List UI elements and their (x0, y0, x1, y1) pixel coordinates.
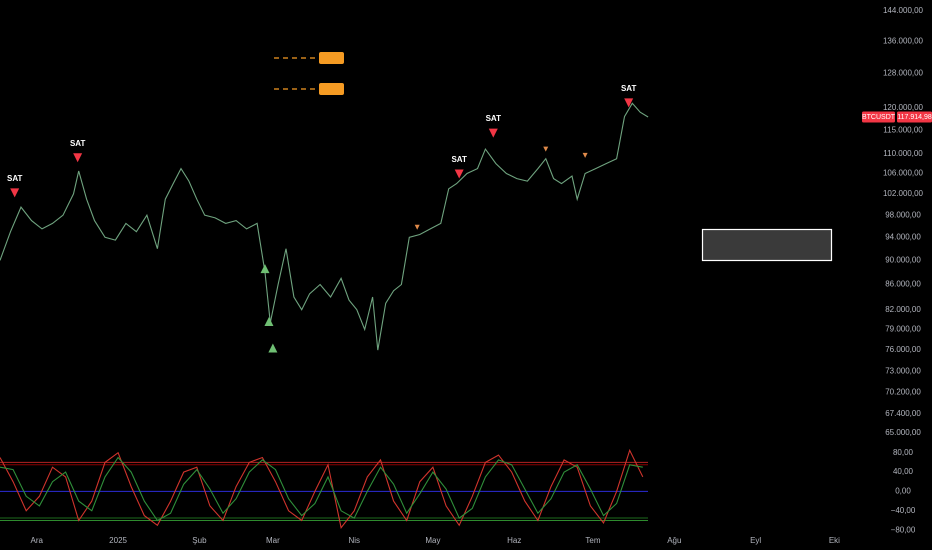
buy-marker (260, 264, 270, 274)
y-tick-label: 67.400,00 (885, 409, 921, 418)
sell-label: SAT (621, 84, 637, 93)
sell-label: SAT (70, 139, 86, 148)
y-tick-label: −40,00 (891, 506, 916, 515)
sell-marker (624, 98, 634, 108)
symbol-label: BTCUSDT (862, 114, 896, 121)
indicator-badge (319, 52, 344, 64)
y-tick-label: 144.000,00 (883, 6, 924, 15)
y-tick-label: 115.000,00 (883, 125, 923, 134)
y-tick-label: 128.000,00 (883, 69, 924, 78)
price-badge (897, 111, 932, 123)
sell-label: SAT (486, 114, 502, 123)
y-tick-label: 94.000,00 (885, 232, 921, 241)
y-tick-label: 90.000,00 (885, 255, 921, 264)
symbol-badge (862, 111, 895, 123)
sell-label: SAT (7, 174, 23, 183)
x-tick-label: Mar (266, 536, 280, 545)
buy-marker (264, 317, 274, 327)
sell-label: SAT (451, 155, 467, 164)
x-tick-label: Eki (829, 536, 840, 545)
buy-marker (268, 343, 278, 353)
minor-marker (582, 152, 588, 158)
series-line (0, 102, 649, 351)
x-tick-label: Tem (585, 536, 600, 545)
overlay-box (701, 228, 833, 262)
y-tick-label: 80,00 (893, 448, 914, 457)
sell-marker (10, 188, 20, 198)
price-label: 117.914,98 (897, 114, 932, 121)
minor-marker (414, 224, 420, 230)
x-tick-label: Ağu (667, 536, 681, 545)
x-tick-label: Eyl (750, 536, 761, 545)
sell-marker (454, 169, 464, 179)
y-tick-label: 102.000,00 (883, 189, 924, 198)
y-tick-label: 79.000,00 (885, 325, 921, 334)
x-tick-label: Ara (31, 536, 44, 545)
y-tick-label: 86.000,00 (885, 280, 921, 289)
minor-marker (543, 146, 549, 152)
y-tick-label: 70.200,00 (885, 387, 921, 396)
x-tick-label: Nis (348, 536, 360, 545)
y-tick-label: 120.000,00 (883, 103, 924, 112)
y-tick-label: 110.000,00 (883, 149, 923, 158)
x-tick-label: Şub (192, 536, 207, 545)
sell-marker (488, 128, 498, 138)
series-line (0, 448, 644, 529)
y-tick-label: 65.000,00 (885, 428, 921, 437)
x-tick-label: 2025 (109, 536, 127, 545)
y-tick-label: 0,00 (895, 487, 911, 496)
y-tick-label: 82.000,00 (885, 305, 921, 314)
sell-marker (73, 153, 83, 163)
y-tick-label: −80,00 (891, 525, 916, 534)
series-line (0, 456, 643, 522)
y-tick-label: 76.000,00 (885, 345, 921, 354)
y-tick-label: 136.000,00 (883, 36, 924, 45)
indicator-badge (319, 83, 344, 95)
y-tick-label: 73.000,00 (885, 367, 921, 376)
y-tick-label: 40,00 (893, 467, 914, 476)
x-tick-label: Haz (507, 536, 521, 545)
y-tick-label: 98.000,00 (885, 210, 921, 219)
y-tick-label: 106.000,00 (883, 169, 924, 178)
x-tick-label: May (425, 536, 440, 545)
